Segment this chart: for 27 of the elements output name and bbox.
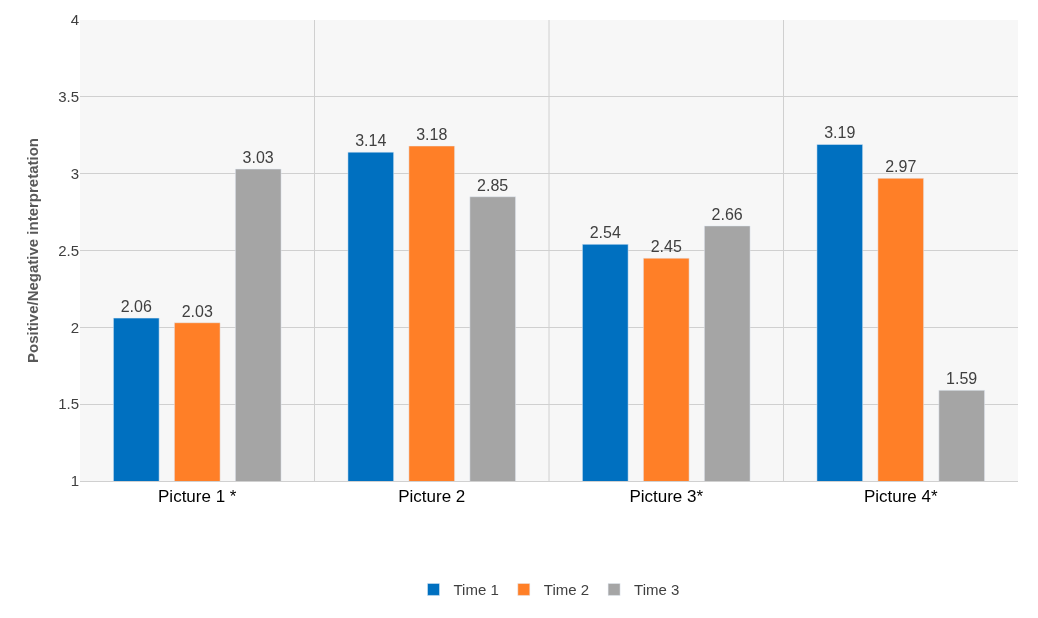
data-label: 1.59: [946, 370, 978, 388]
y-tick-label: 3: [70, 164, 79, 182]
y-tick-label: 4: [70, 11, 79, 29]
y-tick-label: 3.5: [58, 88, 79, 106]
data-label: 3.19: [824, 124, 856, 142]
x-tick-label: Picture 2: [398, 487, 466, 507]
data-label: 3.03: [242, 149, 274, 167]
data-label: 2.66: [711, 205, 743, 223]
data-label: 2.97: [885, 158, 917, 176]
data-label: 2.45: [650, 238, 682, 256]
y-tick-label: 2.5: [58, 241, 79, 259]
data-label: 3.18: [416, 126, 448, 144]
x-tick-label: Picture 1 *: [158, 487, 237, 507]
x-tick-label: Picture 3*: [629, 487, 704, 507]
y-axis-title: Positive/Negative interpretation: [24, 137, 42, 364]
data-label: 3.14: [355, 132, 387, 150]
data-label: 2.03: [181, 302, 213, 320]
legend-label: Time 1: [453, 581, 499, 599]
data-label: 2.54: [589, 224, 621, 242]
data-label: 2.85: [477, 176, 509, 194]
y-tick-label: 1.5: [58, 395, 79, 413]
legend-label: Time 2: [543, 581, 590, 599]
data-label: 2.06: [120, 298, 152, 316]
y-tick-label: 1: [70, 472, 79, 490]
legend-label: Time 3: [634, 581, 680, 599]
y-tick-label: 2: [70, 318, 79, 336]
x-tick-label: Picture 4*: [863, 487, 938, 507]
